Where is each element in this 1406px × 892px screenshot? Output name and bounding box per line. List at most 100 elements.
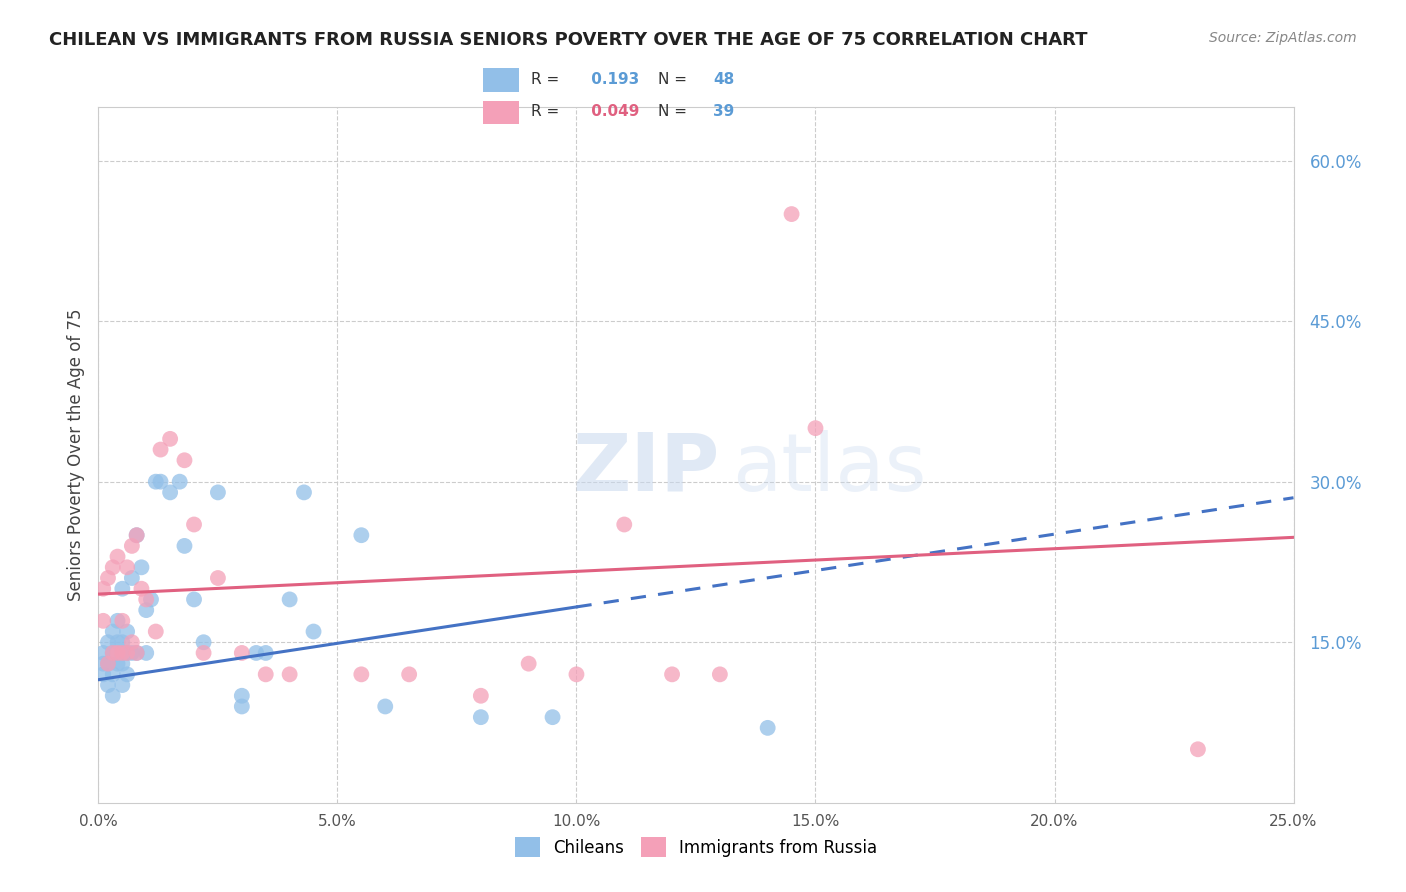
Point [159, 485, 181, 500]
Point [101, 560, 124, 574]
Point [101, 624, 124, 639]
Point [111, 678, 134, 692]
Legend: Chileans, Immigrants from Russia: Chileans, Immigrants from Russia [508, 830, 884, 864]
Point [254, 646, 277, 660]
Point [125, 528, 148, 542]
Point [398, 667, 420, 681]
Text: Source: ZipAtlas.com: Source: ZipAtlas.com [1209, 31, 1357, 45]
Point [91, 614, 114, 628]
Point [115, 646, 138, 660]
Point [565, 667, 588, 681]
Point [97, 571, 120, 585]
Point [756, 721, 779, 735]
Point [613, 517, 636, 532]
Point [302, 624, 325, 639]
Point [111, 657, 134, 671]
Point [131, 582, 153, 596]
Text: N =: N = [658, 104, 692, 120]
Point [149, 442, 172, 457]
Point [107, 549, 129, 564]
Text: 0.049: 0.049 [586, 104, 640, 120]
Point [107, 614, 129, 628]
Point [780, 207, 803, 221]
Point [350, 528, 373, 542]
Text: 0.193: 0.193 [586, 72, 640, 87]
Point [135, 592, 157, 607]
Point [278, 592, 301, 607]
Point [183, 517, 205, 532]
Text: CHILEAN VS IMMIGRANTS FROM RUSSIA SENIORS POVERTY OVER THE AGE OF 75 CORRELATION: CHILEAN VS IMMIGRANTS FROM RUSSIA SENIOR… [49, 31, 1088, 49]
Point [159, 432, 181, 446]
Bar [484, 101, 519, 124]
Point [115, 646, 138, 660]
Point [254, 667, 277, 681]
Point [207, 485, 229, 500]
Point [111, 635, 134, 649]
Point [101, 689, 124, 703]
Point [97, 635, 120, 649]
Point [470, 710, 492, 724]
Point [193, 646, 215, 660]
Point [231, 689, 253, 703]
Point [111, 614, 134, 628]
Point [231, 699, 253, 714]
Point [207, 571, 229, 585]
Point [135, 646, 157, 660]
Point [125, 528, 148, 542]
Point [121, 635, 143, 649]
Point [115, 560, 138, 574]
Point [541, 710, 564, 724]
Point [135, 603, 157, 617]
Text: R =: R = [531, 104, 565, 120]
Point [374, 699, 396, 714]
Point [91, 657, 114, 671]
Text: N =: N = [658, 72, 692, 87]
Point [91, 667, 114, 681]
Point [115, 667, 138, 681]
Point [350, 667, 373, 681]
Point [97, 657, 120, 671]
Point [470, 689, 492, 703]
Point [115, 624, 138, 639]
Point [169, 475, 191, 489]
Point [121, 646, 143, 660]
Point [97, 657, 120, 671]
Point [193, 635, 215, 649]
Point [101, 646, 124, 660]
Point [101, 646, 124, 660]
Bar [484, 69, 519, 92]
Point [292, 485, 315, 500]
Point [183, 592, 205, 607]
Point [121, 539, 143, 553]
Text: R =: R = [531, 72, 565, 87]
Y-axis label: Seniors Poverty Over the Age of 75: Seniors Poverty Over the Age of 75 [66, 309, 84, 601]
Point [245, 646, 267, 660]
Point [231, 646, 253, 660]
Point [111, 646, 134, 660]
Point [173, 453, 195, 467]
Text: 39: 39 [713, 104, 734, 120]
Point [91, 582, 114, 596]
Point [125, 646, 148, 660]
Point [107, 657, 129, 671]
Point [91, 646, 114, 660]
Point [101, 667, 124, 681]
Text: ZIP: ZIP [572, 430, 720, 508]
Text: 48: 48 [713, 72, 734, 87]
Point [1187, 742, 1209, 756]
Point [173, 539, 195, 553]
Point [111, 582, 134, 596]
Point [517, 657, 540, 671]
Point [661, 667, 683, 681]
Point [709, 667, 731, 681]
Point [145, 624, 167, 639]
Point [139, 592, 162, 607]
Point [278, 667, 301, 681]
Point [121, 571, 143, 585]
Point [125, 646, 148, 660]
Point [804, 421, 827, 435]
Point [97, 678, 120, 692]
Point [145, 475, 167, 489]
Point [107, 646, 129, 660]
Text: atlas: atlas [733, 430, 927, 508]
